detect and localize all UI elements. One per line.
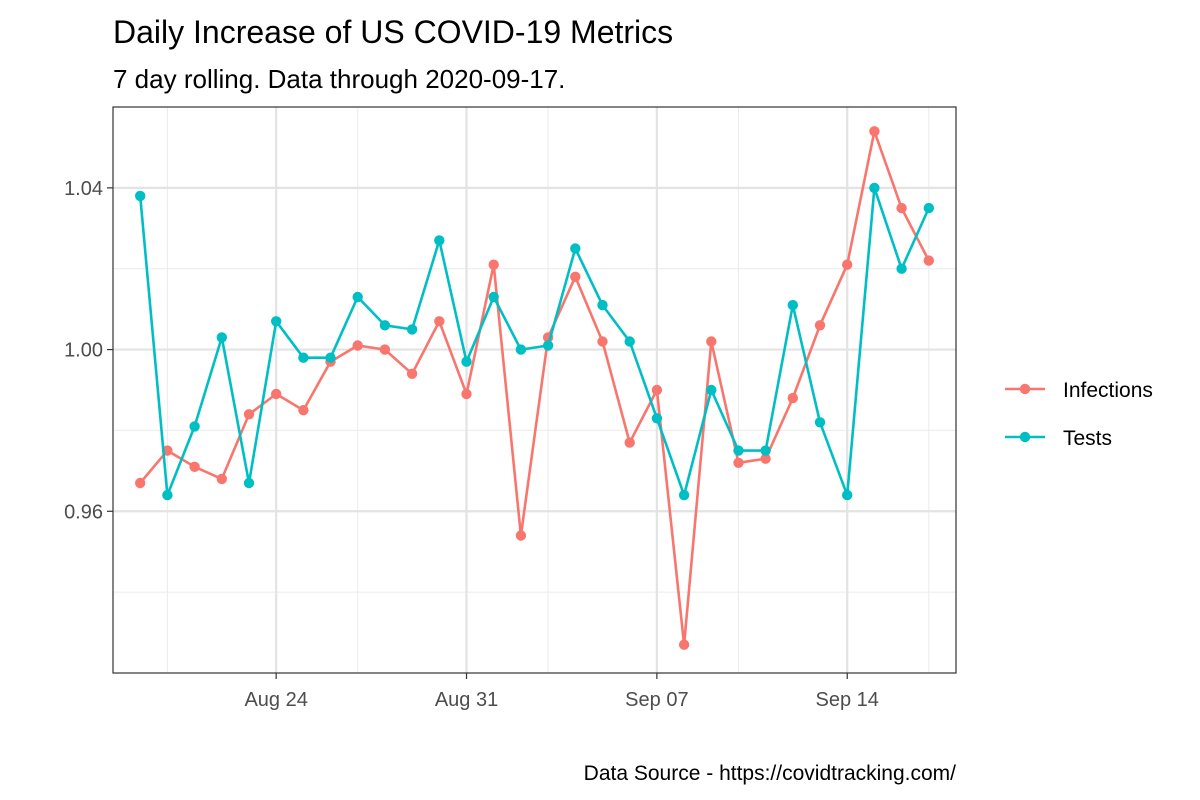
data-point-infections <box>352 340 363 351</box>
data-point-infections <box>706 336 717 347</box>
data-point-infections <box>787 392 798 404</box>
data-point-tests <box>706 384 717 396</box>
x-tick-label: Sep 14 <box>816 689 879 711</box>
x-tick-label: Aug 24 <box>244 689 307 711</box>
data-point-infections <box>896 202 907 214</box>
data-point-infections <box>488 259 499 270</box>
legend-key-point <box>1019 383 1031 395</box>
data-point-tests <box>842 489 853 501</box>
data-point-infections <box>923 255 934 266</box>
data-point-infections <box>869 126 880 137</box>
data-point-tests <box>733 445 744 456</box>
x-tick-label: Sep 07 <box>625 689 688 711</box>
data-point-tests <box>298 352 309 363</box>
data-point-infections <box>461 388 472 400</box>
legend-label: Tests <box>1063 427 1112 450</box>
data-point-tests <box>515 344 527 355</box>
data-point-tests <box>542 340 554 351</box>
data-point-tests <box>461 356 472 367</box>
data-point-tests <box>896 263 907 274</box>
data-point-tests <box>923 202 934 214</box>
chart-subtitle: 7 day rolling. Data through 2020-09-17. <box>113 64 566 94</box>
data-point-tests <box>135 190 146 202</box>
data-point-infections <box>243 409 255 420</box>
data-point-infections <box>271 388 282 400</box>
series-infections <box>135 126 934 650</box>
data-point-infections <box>842 259 853 270</box>
legend: Infections Tests <box>1005 379 1153 450</box>
legend-label: Infections <box>1063 379 1153 402</box>
data-point-infections <box>515 530 527 541</box>
data-source-caption: Data Source - https://covidtracking.com/ <box>583 762 956 785</box>
data-point-tests <box>869 182 880 194</box>
data-point-tests <box>271 316 282 327</box>
data-point-tests <box>352 291 363 303</box>
data-point-infections <box>597 336 608 347</box>
data-point-infections <box>678 639 690 650</box>
y-tick-label: 1.00 <box>64 340 103 362</box>
data-point-infections <box>733 457 744 468</box>
data-point-tests <box>189 421 200 432</box>
y-tick-label: 0.96 <box>64 501 103 523</box>
data-point-infections <box>216 473 227 485</box>
legend-item-tests: Tests <box>1005 427 1112 450</box>
data-point-tests <box>651 413 663 424</box>
data-point-infections <box>406 368 418 379</box>
data-point-infections <box>379 344 391 355</box>
series-line-infections <box>139 130 930 647</box>
data-point-tests <box>162 489 173 501</box>
data-point-tests <box>597 299 608 311</box>
data-point-tests <box>488 291 499 303</box>
y-tick-label: 1.04 <box>64 178 103 200</box>
data-point-tests <box>760 445 771 456</box>
data-point-tests <box>624 336 635 347</box>
series-layer <box>135 126 934 650</box>
legend-key-point <box>1019 431 1031 443</box>
data-point-infections <box>434 316 445 327</box>
data-point-tests <box>243 477 255 489</box>
series-line-tests <box>138 186 930 497</box>
axes: 0.96 1.00 1.04 Aug 24 Aug 31 Sep 07 Sep 14 <box>64 178 879 711</box>
x-tick-label: Aug 31 <box>435 689 498 711</box>
data-point-tests <box>216 332 227 343</box>
grid <box>113 107 956 673</box>
data-point-infections <box>570 271 581 282</box>
data-point-infections <box>760 453 771 464</box>
data-point-infections <box>189 461 200 472</box>
data-point-tests <box>379 320 391 331</box>
data-point-infections <box>298 405 309 416</box>
series-tests <box>135 182 934 501</box>
panel-border <box>112 106 957 674</box>
data-point-tests <box>434 235 445 246</box>
data-point-tests <box>678 489 690 501</box>
data-point-tests <box>406 324 418 335</box>
data-point-tests <box>787 299 798 311</box>
data-point-infections <box>135 477 146 489</box>
data-point-tests <box>325 352 336 363</box>
chart-title: Daily Increase of US COVID-19 Metrics <box>113 14 674 50</box>
data-point-infections <box>624 437 635 448</box>
data-point-infections <box>651 384 663 396</box>
data-point-infections <box>814 320 826 331</box>
legend-item-infections: Infections <box>1005 379 1153 402</box>
data-point-tests <box>570 243 581 254</box>
data-point-tests <box>814 417 826 428</box>
